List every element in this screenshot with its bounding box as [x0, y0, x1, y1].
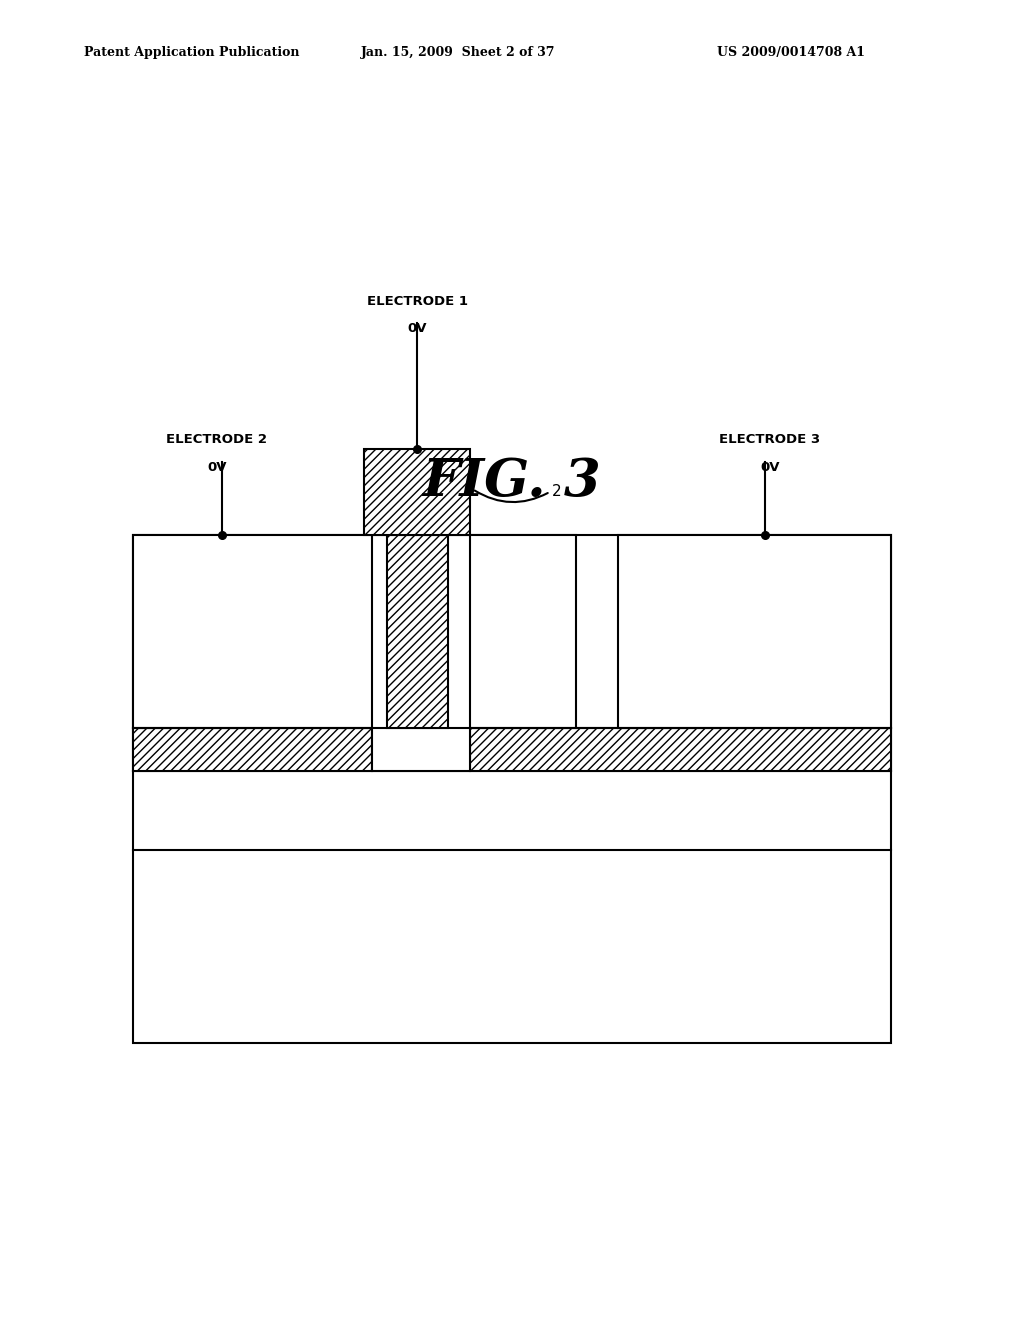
Text: ELECTRODE 2: ELECTRODE 2	[166, 433, 267, 446]
Bar	[365, 449, 470, 535]
Bar	[133, 727, 372, 771]
Text: Jan. 15, 2009  Sheet 2 of 37: Jan. 15, 2009 Sheet 2 of 37	[360, 46, 555, 59]
Text: US 2009/0014708 A1: US 2009/0014708 A1	[717, 46, 865, 59]
Bar	[133, 535, 372, 727]
Text: 0V: 0V	[408, 322, 427, 335]
Bar	[133, 535, 891, 1043]
Bar	[387, 535, 447, 727]
Text: 0V: 0V	[207, 461, 226, 474]
Bar	[470, 535, 577, 727]
Text: Patent Application Publication: Patent Application Publication	[84, 46, 299, 59]
Text: ELECTRODE 3: ELECTRODE 3	[719, 433, 820, 446]
Bar	[470, 727, 891, 771]
Bar	[372, 727, 470, 771]
Bar	[618, 535, 891, 727]
Text: ELECTRODE 1: ELECTRODE 1	[367, 294, 468, 308]
Text: FIG. 3: FIG. 3	[423, 457, 601, 507]
Text: 2: 2	[552, 484, 562, 499]
Text: 0V: 0V	[760, 461, 779, 474]
